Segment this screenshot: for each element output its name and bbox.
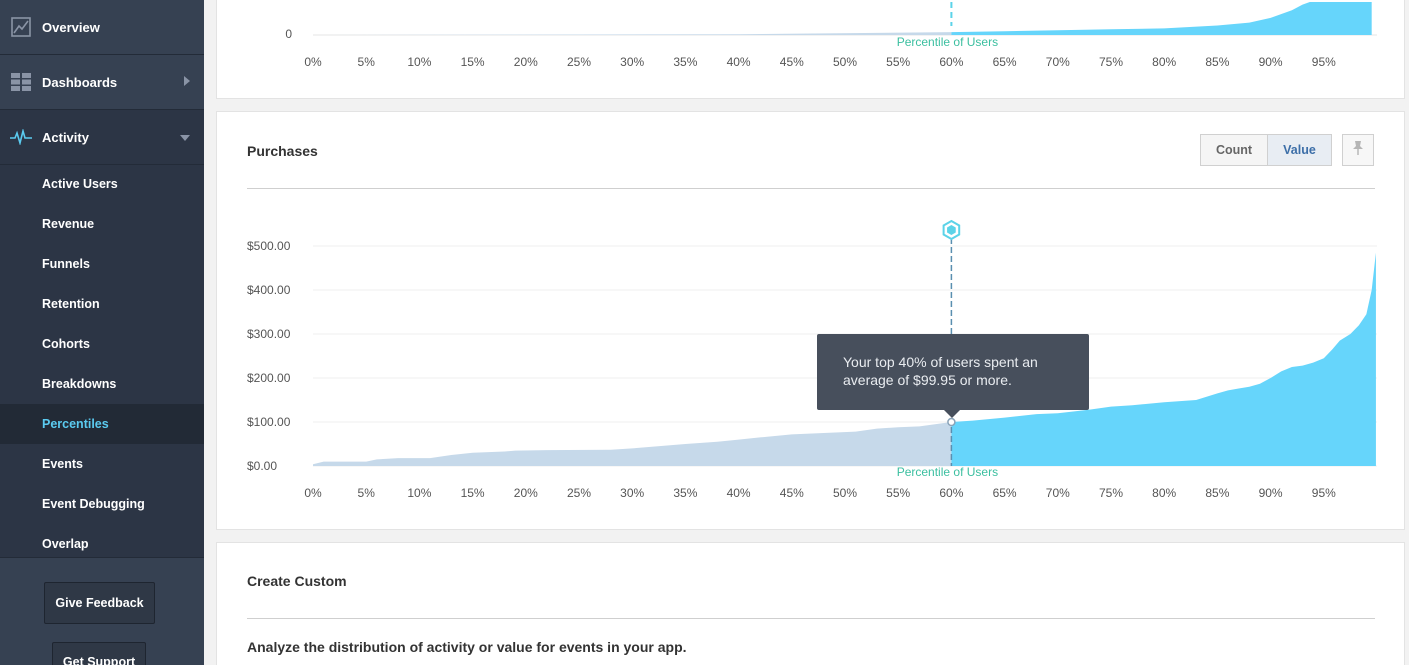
x-tick-label: 85% xyxy=(1205,486,1229,500)
x-tick-label: 95% xyxy=(1312,486,1336,500)
purchases-chart: $0.00 $100.00 $200.00 $300.00 $400.00 $500.00… xyxy=(247,219,1377,500)
sidebar-item-funnels[interactable]: Funnels xyxy=(42,257,90,271)
x-tick-label: 65% xyxy=(993,55,1017,69)
x-tick-label: 10% xyxy=(407,486,431,500)
x-tick-label: 50% xyxy=(833,55,857,69)
x-tick-label: 75% xyxy=(1099,486,1123,500)
x-tick-label: 30% xyxy=(620,486,644,500)
x-tick-label: 15% xyxy=(461,486,485,500)
x-tick-label: 90% xyxy=(1259,55,1283,69)
x-tick-label: 10% xyxy=(407,55,431,69)
get-support-button[interactable]: Get Support xyxy=(52,642,146,665)
x-tick-label: 80% xyxy=(1152,55,1176,69)
top-chart-panel: 0 Percentile of Users 0% 5% 10% 15% 20% 25% 30% 3… xyxy=(216,0,1405,99)
x-tick-label: 65% xyxy=(993,486,1017,500)
chevron-right-icon xyxy=(184,73,190,91)
tooltip-text: Your top 40% of users spent an average o… xyxy=(843,354,1038,388)
top-area-group xyxy=(313,2,1377,36)
chart-line-icon xyxy=(0,17,42,37)
sidebar-item-retention[interactable]: Retention xyxy=(42,297,100,311)
sidebar-item-revenue[interactable]: Revenue xyxy=(42,217,95,231)
create-custom-panel: Create Custom Analyze the distribution o… xyxy=(216,542,1405,665)
purchases-panel: Purchases Count Value $0.00 $100.00 $200.0… xyxy=(216,111,1405,530)
y-tick-label: $0.00 xyxy=(247,459,277,473)
marker-handle-core xyxy=(947,225,956,235)
x-tick-label: 85% xyxy=(1205,55,1229,69)
x-tick-label: 90% xyxy=(1259,486,1283,500)
create-custom-title: Create Custom xyxy=(247,573,347,589)
chart-tooltip: Your top 40% of users spent an average o… xyxy=(817,334,1089,418)
x-tick-label: 30% xyxy=(620,55,644,69)
x-tick-label: 15% xyxy=(461,55,485,69)
x-tick-label: 20% xyxy=(514,486,538,500)
x-tick-label: 0% xyxy=(304,486,322,500)
x-tick-label: 25% xyxy=(567,486,591,500)
x-tick-label: 55% xyxy=(886,55,910,69)
pin-button[interactable] xyxy=(1342,134,1374,166)
grid-icon xyxy=(0,73,42,91)
create-custom-divider xyxy=(247,618,1375,619)
x-tick-label: 60% xyxy=(939,486,963,500)
marker-label: Percentile of Users xyxy=(897,35,998,49)
sidebar-item-label: Activity xyxy=(42,129,89,145)
x-tick-label: 45% xyxy=(780,55,804,69)
sidebar-item-percentiles[interactable]: Percentiles xyxy=(0,404,204,444)
x-tick-label: 55% xyxy=(886,486,910,500)
y-tick-label: $300.00 xyxy=(247,327,291,341)
value-toggle-button[interactable]: Value xyxy=(1267,134,1332,166)
purchases-divider xyxy=(247,188,1375,189)
y-tick-label: $500.00 xyxy=(247,239,291,253)
sidebar-item-activity[interactable]: Activity xyxy=(0,110,204,165)
x-tick-label: 60% xyxy=(939,55,963,69)
y-tick-label: $400.00 xyxy=(247,283,291,297)
area-below-marker xyxy=(313,32,952,35)
chevron-down-icon xyxy=(180,128,190,146)
y-tick-label: $200.00 xyxy=(247,371,291,385)
x-tick-label: 35% xyxy=(673,486,697,500)
x-tick-label: 25% xyxy=(567,55,591,69)
sidebar-item-active-users[interactable]: Active Users xyxy=(42,177,118,191)
area-below-marker xyxy=(313,422,952,466)
top-chart: 0 Percentile of Users 0% 5% 10% 15% 20% 25% 30% 3… xyxy=(285,2,1377,69)
x-tick-label: 5% xyxy=(358,55,376,69)
x-tick-label: 5% xyxy=(358,486,376,500)
area-above-marker xyxy=(951,2,1372,35)
sidebar-footer: Give Feedback Get Support xyxy=(0,557,204,665)
x-tick-label: 0% xyxy=(304,55,322,69)
area-above-marker xyxy=(951,252,1376,466)
x-tick-label: 95% xyxy=(1312,55,1336,69)
x-tick-label: 70% xyxy=(1046,486,1070,500)
x-tick-label: 35% xyxy=(673,55,697,69)
x-tick-label: 50% xyxy=(833,486,857,500)
activity-pulse-icon xyxy=(0,129,42,145)
y-tick-label: 0 xyxy=(285,27,292,41)
create-custom-description: Analyze the distribution of activity or … xyxy=(247,639,687,655)
sidebar-item-label: Overview xyxy=(42,19,100,35)
sidebar-item-breakdowns[interactable]: Breakdowns xyxy=(42,377,117,391)
sidebar-item-overlap[interactable]: Overlap xyxy=(42,537,89,551)
sidebar-item-cohorts[interactable]: Cohorts xyxy=(42,337,90,351)
sidebar-item-overview[interactable]: Overview xyxy=(0,0,204,55)
x-tick-label: 45% xyxy=(780,486,804,500)
sidebar-item-label: Dashboards xyxy=(42,74,118,90)
x-tick-label: 80% xyxy=(1152,486,1176,500)
x-tick-label: 75% xyxy=(1099,55,1123,69)
marker-point xyxy=(947,417,956,427)
pin-icon xyxy=(1352,140,1364,160)
sidebar-item-dashboards[interactable]: Dashboards xyxy=(0,55,204,110)
x-tick-label: 70% xyxy=(1046,55,1070,69)
y-tick-label: $100.00 xyxy=(247,415,291,429)
give-feedback-button[interactable]: Give Feedback xyxy=(44,582,155,624)
x-tick-label: 40% xyxy=(727,486,751,500)
sidebar: Overview Dashboards Activity Active User… xyxy=(0,0,204,665)
marker-label: Percentile of Users xyxy=(897,465,998,479)
purchases-title: Purchases xyxy=(247,143,318,159)
sidebar-item-events[interactable]: Events xyxy=(42,457,83,471)
x-tick-label: 40% xyxy=(727,55,751,69)
x-tick-label: 20% xyxy=(514,55,538,69)
sidebar-item-event-debugging[interactable]: Event Debugging xyxy=(42,497,145,511)
sidebar-top xyxy=(0,0,204,110)
